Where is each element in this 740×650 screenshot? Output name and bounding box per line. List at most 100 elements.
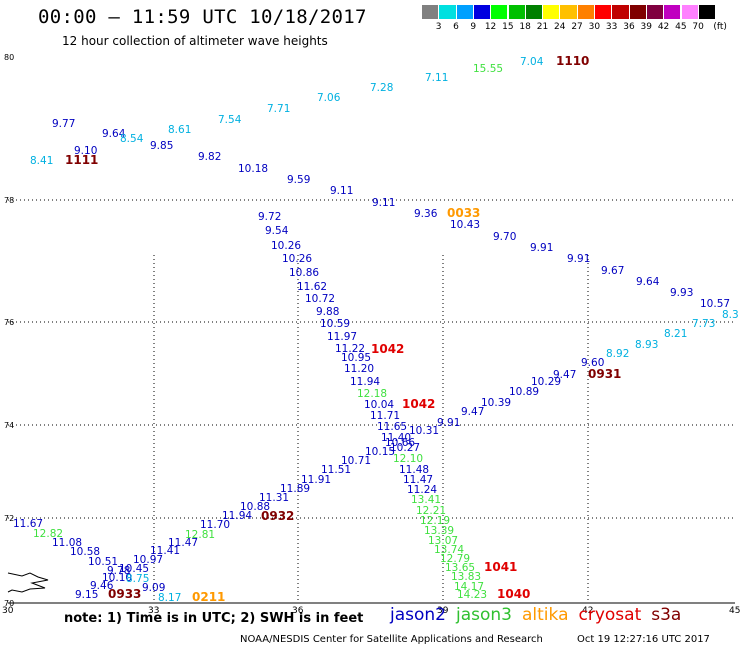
wave-height-label: 11.51 <box>321 464 351 476</box>
wave-height-label: 9.91 <box>530 242 553 254</box>
wave-height-label: 9.91 <box>567 253 590 265</box>
footer-credit: NOAA/NESDIS Center for Satellite Applica… <box>240 634 543 645</box>
wave-height-label: 1042 <box>371 342 404 356</box>
legend-value: 70 <box>692 22 704 32</box>
wave-height-label: 10.26 <box>282 253 312 265</box>
wave-height-label: 11.71 <box>370 410 400 422</box>
wave-height-label: 10.72 <box>305 293 335 305</box>
wave-height-label: 8.61 <box>168 124 191 136</box>
wave-height-label: 11.31 <box>259 492 289 504</box>
lat-tick-label: 76 <box>4 318 14 327</box>
wave-height-label: 0931 <box>588 367 621 381</box>
wave-height-label: 10.04 <box>364 399 394 411</box>
legend-value: 6 <box>453 22 459 32</box>
legend-value: 42 <box>657 22 670 32</box>
wave-height-label: 9.64 <box>636 276 660 288</box>
wave-height-label: 9.15 <box>75 589 98 601</box>
satellite-legend-s3a: s3a <box>651 605 682 625</box>
wave-height-label: 9.93 <box>670 287 693 299</box>
legend-swatch <box>491 5 509 19</box>
satellite-legend-jason2: jason2 <box>390 605 446 625</box>
wave-height-label: 14.23 <box>457 589 487 601</box>
wave-height-label: 11.91 <box>301 474 331 486</box>
wave-height-label: 1111 <box>65 153 98 167</box>
wave-height-label: 9.88 <box>316 306 339 318</box>
legend-swatch <box>577 5 595 19</box>
legend-unit: (ft) <box>713 22 727 32</box>
wave-height-label: 13.65 <box>445 562 475 574</box>
wave-height-label: 12.81 <box>185 529 215 541</box>
wave-height-label: 9.72 <box>258 211 281 223</box>
wave-height-label: 9.36 <box>414 208 438 220</box>
legend-value: 21 <box>536 22 549 32</box>
lat-tick-label: 74 <box>4 421 14 430</box>
wave-height-label: 9.67 <box>601 265 624 277</box>
wave-height-label: 10.43 <box>450 219 480 231</box>
wave-height-label: 12.19 <box>420 515 450 527</box>
wave-height-label: 11.94 <box>222 510 252 522</box>
wave-height-label: 9.82 <box>198 151 221 163</box>
wave-height-label: 0211 <box>192 590 225 604</box>
wave-height-label: 9.47 <box>553 369 576 381</box>
units-note: note: 1) Time is in UTC; 2) SWH is in fe… <box>64 611 364 626</box>
wave-height-label: 12.79 <box>440 553 470 565</box>
legend-swatch <box>646 5 665 19</box>
legend-swatch <box>439 5 457 19</box>
lat-tick-label: 78 <box>4 196 14 205</box>
wave-height-label: 13.39 <box>424 525 454 537</box>
wave-height-label: 9.11 <box>330 185 353 197</box>
lon-tick-label: 30 <box>2 606 14 616</box>
coastline <box>7 572 49 593</box>
legend-value: 18 <box>519 22 531 32</box>
wave-height-label: 11.47 <box>403 474 433 486</box>
wave-height-label: 0033 <box>447 206 480 220</box>
wave-height-label: 8.54 <box>120 133 144 145</box>
wave-height-label: 10.88 <box>240 501 270 513</box>
wave-height-label: 10.57 <box>700 298 730 310</box>
wave-height-label: 0932 <box>261 509 294 523</box>
map-subtitle: 12 hour collection of altimeter wave hei… <box>62 34 328 48</box>
wave-height-label: 11.24 <box>407 484 437 496</box>
legend-value: 27 <box>571 22 583 32</box>
wave-height-label: 11.48 <box>399 464 429 476</box>
legend-value: 9 <box>470 22 477 32</box>
wave-height-label: 9.60 <box>581 357 604 369</box>
wave-height-label: 11.97 <box>327 331 357 343</box>
wave-height-label: 10.58 <box>70 546 100 558</box>
legend-value: 3 <box>435 22 442 32</box>
wave-height-label: 11.41 <box>150 545 180 557</box>
wave-height-label: 7.11 <box>425 72 448 84</box>
legend-swatch <box>664 5 682 19</box>
wave-height-label: 9.91 <box>437 417 460 429</box>
wave-height-label: 10.71 <box>341 455 371 467</box>
legend-value: 15 <box>502 22 514 32</box>
legend-value: 33 <box>605 22 618 32</box>
wave-height-label: 10.51 <box>88 556 118 568</box>
wave-height-label: 1041 <box>484 560 517 574</box>
wave-height-label: 11.47 <box>168 537 198 549</box>
wave-height-label: 10.27 <box>390 442 420 454</box>
satellite-legend-cryosat: cryosat <box>578 605 642 625</box>
wave-height-label: 10.18 <box>238 163 268 175</box>
wave-height-label: 9.46 <box>90 580 114 592</box>
wave-height-label: 9.85 <box>150 140 173 152</box>
wave-height-label: 13.74 <box>434 544 464 556</box>
wave-height-label: 14.17 <box>454 581 484 593</box>
wave-height-label: 9.09 <box>142 582 165 594</box>
lat-tick-label: 70 <box>4 599 14 608</box>
wave-height-label: 10.66 <box>385 437 415 449</box>
wave-height-label: 11.65 <box>377 421 407 433</box>
legend-swatch <box>629 5 647 19</box>
lon-tick-label: 36 <box>292 606 304 616</box>
wave-height-label: 0933 <box>108 587 141 601</box>
lat-tick-label: 72 <box>4 514 14 523</box>
wave-height-label: 10.15 <box>365 446 395 458</box>
color-scale-legend: 3 6 9 12 15 18 21 24 27 30 33 36 39 42 45 70 (ft) <box>422 5 734 35</box>
legend-value: 45 <box>675 22 687 32</box>
legend-swatch <box>456 5 474 19</box>
wave-height-label: 8.17 <box>158 592 181 604</box>
wave-height-label: 8.21 <box>664 328 687 340</box>
wave-height-label: 7.71 <box>267 103 290 115</box>
satellite-legend-altika: altika <box>522 605 569 625</box>
legend-swatch <box>698 5 717 19</box>
